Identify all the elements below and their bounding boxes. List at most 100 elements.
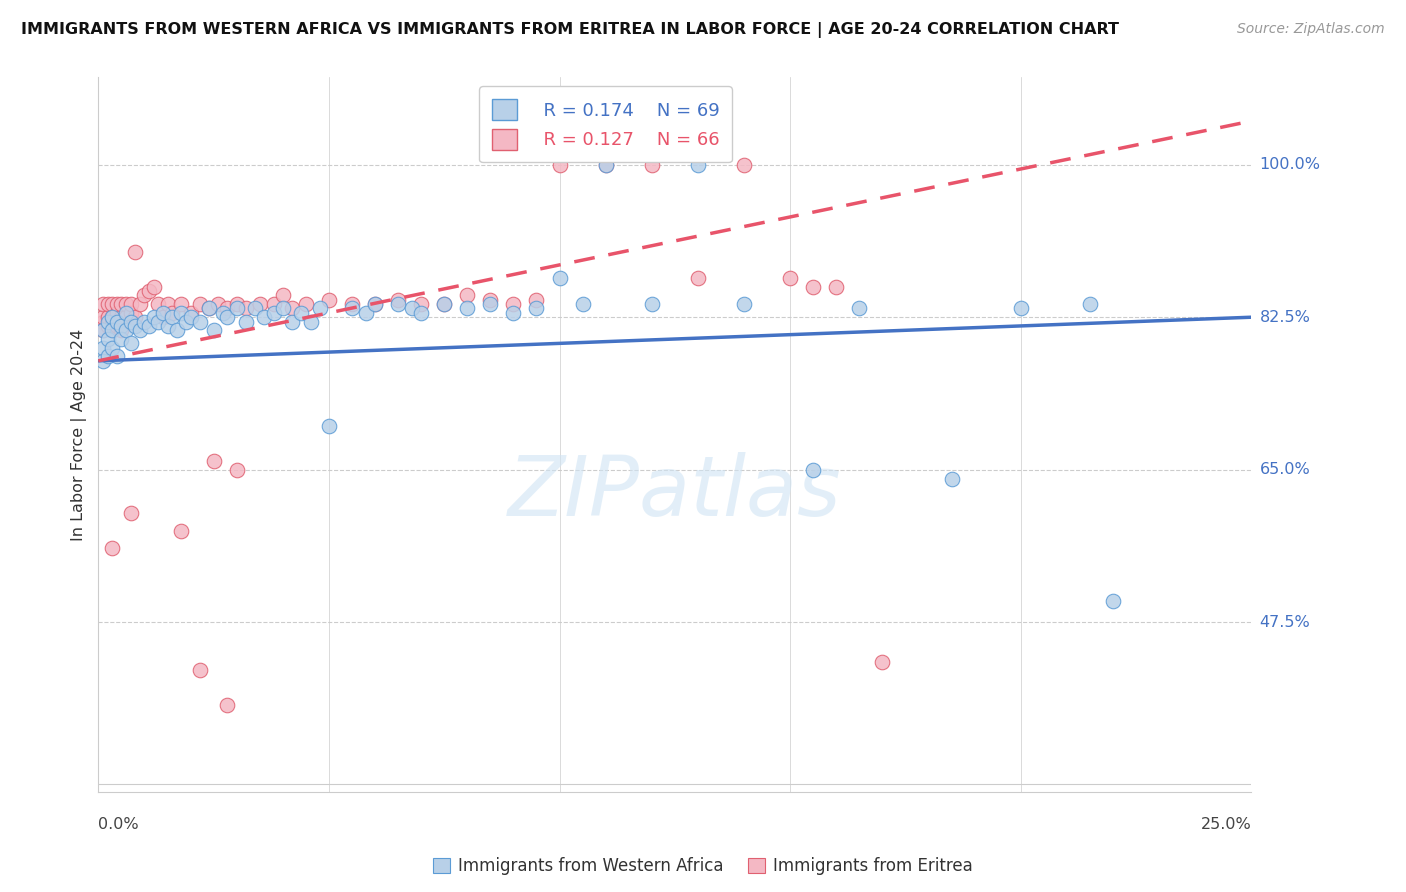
Point <box>217 310 239 325</box>
Point <box>97 318 120 333</box>
Point <box>235 301 257 316</box>
Point <box>101 310 124 325</box>
Point <box>188 315 211 329</box>
Point <box>91 341 114 355</box>
Point <box>101 323 124 337</box>
Point <box>166 323 188 337</box>
Point <box>101 310 124 325</box>
Point <box>180 306 202 320</box>
Point <box>138 318 160 333</box>
Point <box>733 158 755 172</box>
Point <box>733 297 755 311</box>
Point <box>110 332 132 346</box>
Point <box>110 310 132 325</box>
Point <box>202 323 225 337</box>
Point <box>148 315 170 329</box>
Point <box>91 297 114 311</box>
Point <box>128 297 150 311</box>
Y-axis label: In Labor Force | Age 20-24: In Labor Force | Age 20-24 <box>72 329 87 541</box>
Point <box>235 315 257 329</box>
Point <box>160 310 183 325</box>
Legend: Immigrants from Western Africa, Immigrants from Eritrea: Immigrants from Western Africa, Immigran… <box>425 849 981 884</box>
Point <box>101 323 124 337</box>
Point <box>212 306 235 320</box>
Point <box>249 297 271 311</box>
Point <box>101 541 124 556</box>
Point <box>281 315 304 329</box>
Point <box>1010 301 1032 316</box>
Point <box>411 297 433 311</box>
Point <box>110 318 132 333</box>
Point <box>120 306 142 320</box>
Point <box>401 301 423 316</box>
Point <box>364 297 387 311</box>
Point <box>295 297 318 311</box>
Point <box>263 306 285 320</box>
Point <box>433 297 456 311</box>
Point <box>97 350 120 364</box>
Point <box>290 306 312 320</box>
Point <box>571 297 593 311</box>
Point <box>308 301 330 316</box>
Text: Source: ZipAtlas.com: Source: ZipAtlas.com <box>1237 22 1385 37</box>
Point <box>97 310 120 325</box>
Point <box>1102 593 1125 607</box>
Point <box>299 315 322 329</box>
Point <box>801 279 824 293</box>
Point <box>188 663 211 677</box>
Point <box>91 315 114 329</box>
Point <box>188 297 211 311</box>
Point <box>340 301 363 316</box>
Point <box>364 297 387 311</box>
Text: 47.5%: 47.5% <box>1260 615 1310 630</box>
Point <box>872 655 894 669</box>
Point <box>156 297 179 311</box>
Point <box>170 297 193 311</box>
Point <box>124 244 146 259</box>
Point <box>502 297 524 311</box>
Point <box>198 301 221 316</box>
Point <box>105 306 128 320</box>
Legend:   R = 0.174    N = 69,   R = 0.127    N = 66: R = 0.174 N = 69, R = 0.127 N = 66 <box>479 87 733 162</box>
Point <box>124 310 146 325</box>
Point <box>124 318 146 333</box>
Point <box>340 297 363 311</box>
Point <box>152 310 174 325</box>
Point <box>479 293 502 307</box>
Point <box>105 350 128 364</box>
Point <box>686 271 709 285</box>
Text: 82.5%: 82.5% <box>1260 310 1310 325</box>
Point <box>479 297 502 311</box>
Point <box>134 288 156 302</box>
Point <box>686 158 709 172</box>
Point <box>101 341 124 355</box>
Point <box>120 507 142 521</box>
Point <box>101 315 124 329</box>
Point <box>801 463 824 477</box>
Point <box>225 301 247 316</box>
Point <box>142 279 165 293</box>
Point <box>115 297 138 311</box>
Point <box>387 293 409 307</box>
Point <box>595 158 617 172</box>
Point <box>225 297 247 311</box>
Point <box>243 301 266 316</box>
Point <box>354 306 377 320</box>
Point <box>110 297 132 311</box>
Point <box>253 310 276 325</box>
Point <box>526 301 548 316</box>
Point <box>105 318 128 333</box>
Point <box>180 310 202 325</box>
Point <box>641 158 664 172</box>
Point <box>156 318 179 333</box>
Point <box>91 323 114 337</box>
Point <box>318 293 340 307</box>
Point <box>641 297 664 311</box>
Point <box>142 310 165 325</box>
Point <box>174 315 197 329</box>
Point <box>779 271 801 285</box>
Text: 0.0%: 0.0% <box>98 817 139 832</box>
Point <box>225 463 247 477</box>
Point <box>1078 297 1101 311</box>
Point <box>202 454 225 468</box>
